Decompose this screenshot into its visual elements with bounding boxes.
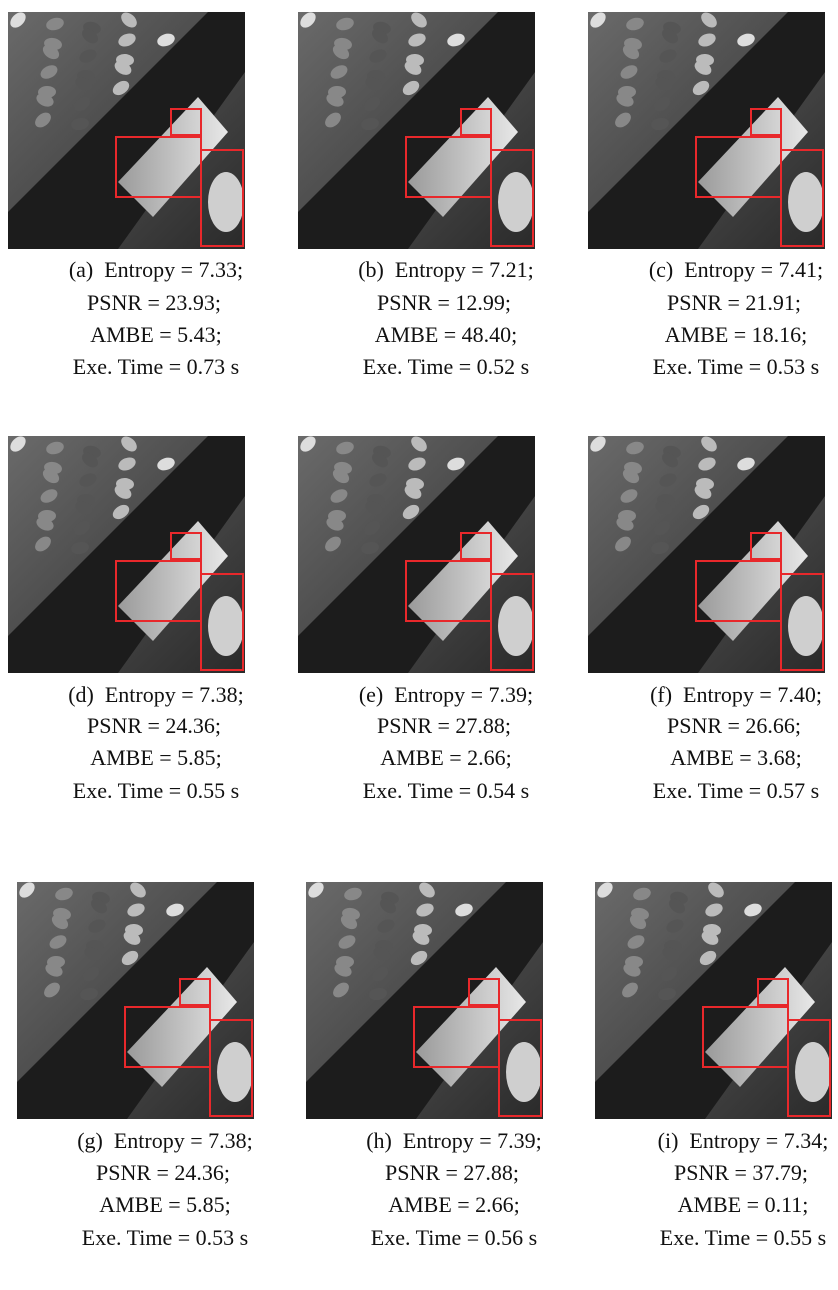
caption-line: PSNR = 27.88; [385,1160,519,1185]
caption-line: AMBE = 3.68; [670,745,802,770]
image-panel [297,9,535,249]
caption-line: PSNR = 37.79; [674,1160,808,1185]
caption-line: Exe. Time = 0.52 s [363,354,529,379]
flower [788,172,824,232]
caption-line: Exe. Time = 0.54 s [363,778,529,803]
caption-line: Exe. Time = 0.73 s [73,354,239,379]
caption-line: (e) Entropy = 7.39; [359,682,533,707]
caption-line: AMBE = 18.16; [665,322,808,347]
flower [217,1042,253,1102]
flower [788,596,824,656]
caption-line: PSNR = 26.66; [667,713,801,738]
image-panel [297,433,535,673]
caption-line: Exe. Time = 0.56 s [371,1225,537,1250]
image-panel [16,879,254,1119]
flower [506,1042,542,1102]
caption-line: AMBE = 5.85; [90,745,222,770]
caption-line: (a) Entropy = 7.33; [69,257,243,282]
caption-line: Exe. Time = 0.57 s [653,778,819,803]
caption-line: AMBE = 48.40; [375,322,518,347]
caption-line: (c) Entropy = 7.41; [649,257,823,282]
flower [795,1042,831,1102]
caption-line: (b) Entropy = 7.21; [358,257,534,282]
image-panel [305,879,543,1119]
flower [208,596,244,656]
caption-line: PSNR = 23.93; [87,290,221,315]
caption-line: Exe. Time = 0.53 s [653,354,819,379]
caption-line: (d) Entropy = 7.38; [68,682,244,707]
caption-line: PSNR = 27.88; [377,713,511,738]
caption-line: Exe. Time = 0.55 s [73,778,239,803]
image-panel [7,9,245,249]
caption-line: (h) Entropy = 7.39; [366,1128,542,1153]
caption-line: PSNR = 24.36; [96,1160,230,1185]
caption-line: (g) Entropy = 7.38; [77,1128,253,1153]
caption-line: (f) Entropy = 7.40; [650,682,822,707]
figure: (a) Entropy = 7.33; PSNR = 23.93; AMBE = 5… [0,0,838,1285]
caption-line: AMBE = 2.66; [380,745,512,770]
caption-line: Exe. Time = 0.53 s [82,1225,248,1250]
image-panel [594,879,832,1119]
caption-line: AMBE = 5.43; [90,322,222,347]
caption-line: AMBE = 0.11; [678,1192,809,1217]
image-panel [587,9,825,249]
caption-line: (i) Entropy = 7.34; [658,1128,829,1153]
flower [208,172,244,232]
caption-line: PSNR = 12.99; [377,290,511,315]
caption-line: AMBE = 2.66; [388,1192,520,1217]
caption-line: AMBE = 5.85; [99,1192,231,1217]
flower [498,596,534,656]
caption-line: PSNR = 21.91; [667,290,801,315]
caption-line: Exe. Time = 0.55 s [660,1225,826,1250]
image-panel [587,433,825,673]
caption-line: PSNR = 24.36; [87,713,221,738]
flower [498,172,534,232]
image-panel [7,433,245,673]
